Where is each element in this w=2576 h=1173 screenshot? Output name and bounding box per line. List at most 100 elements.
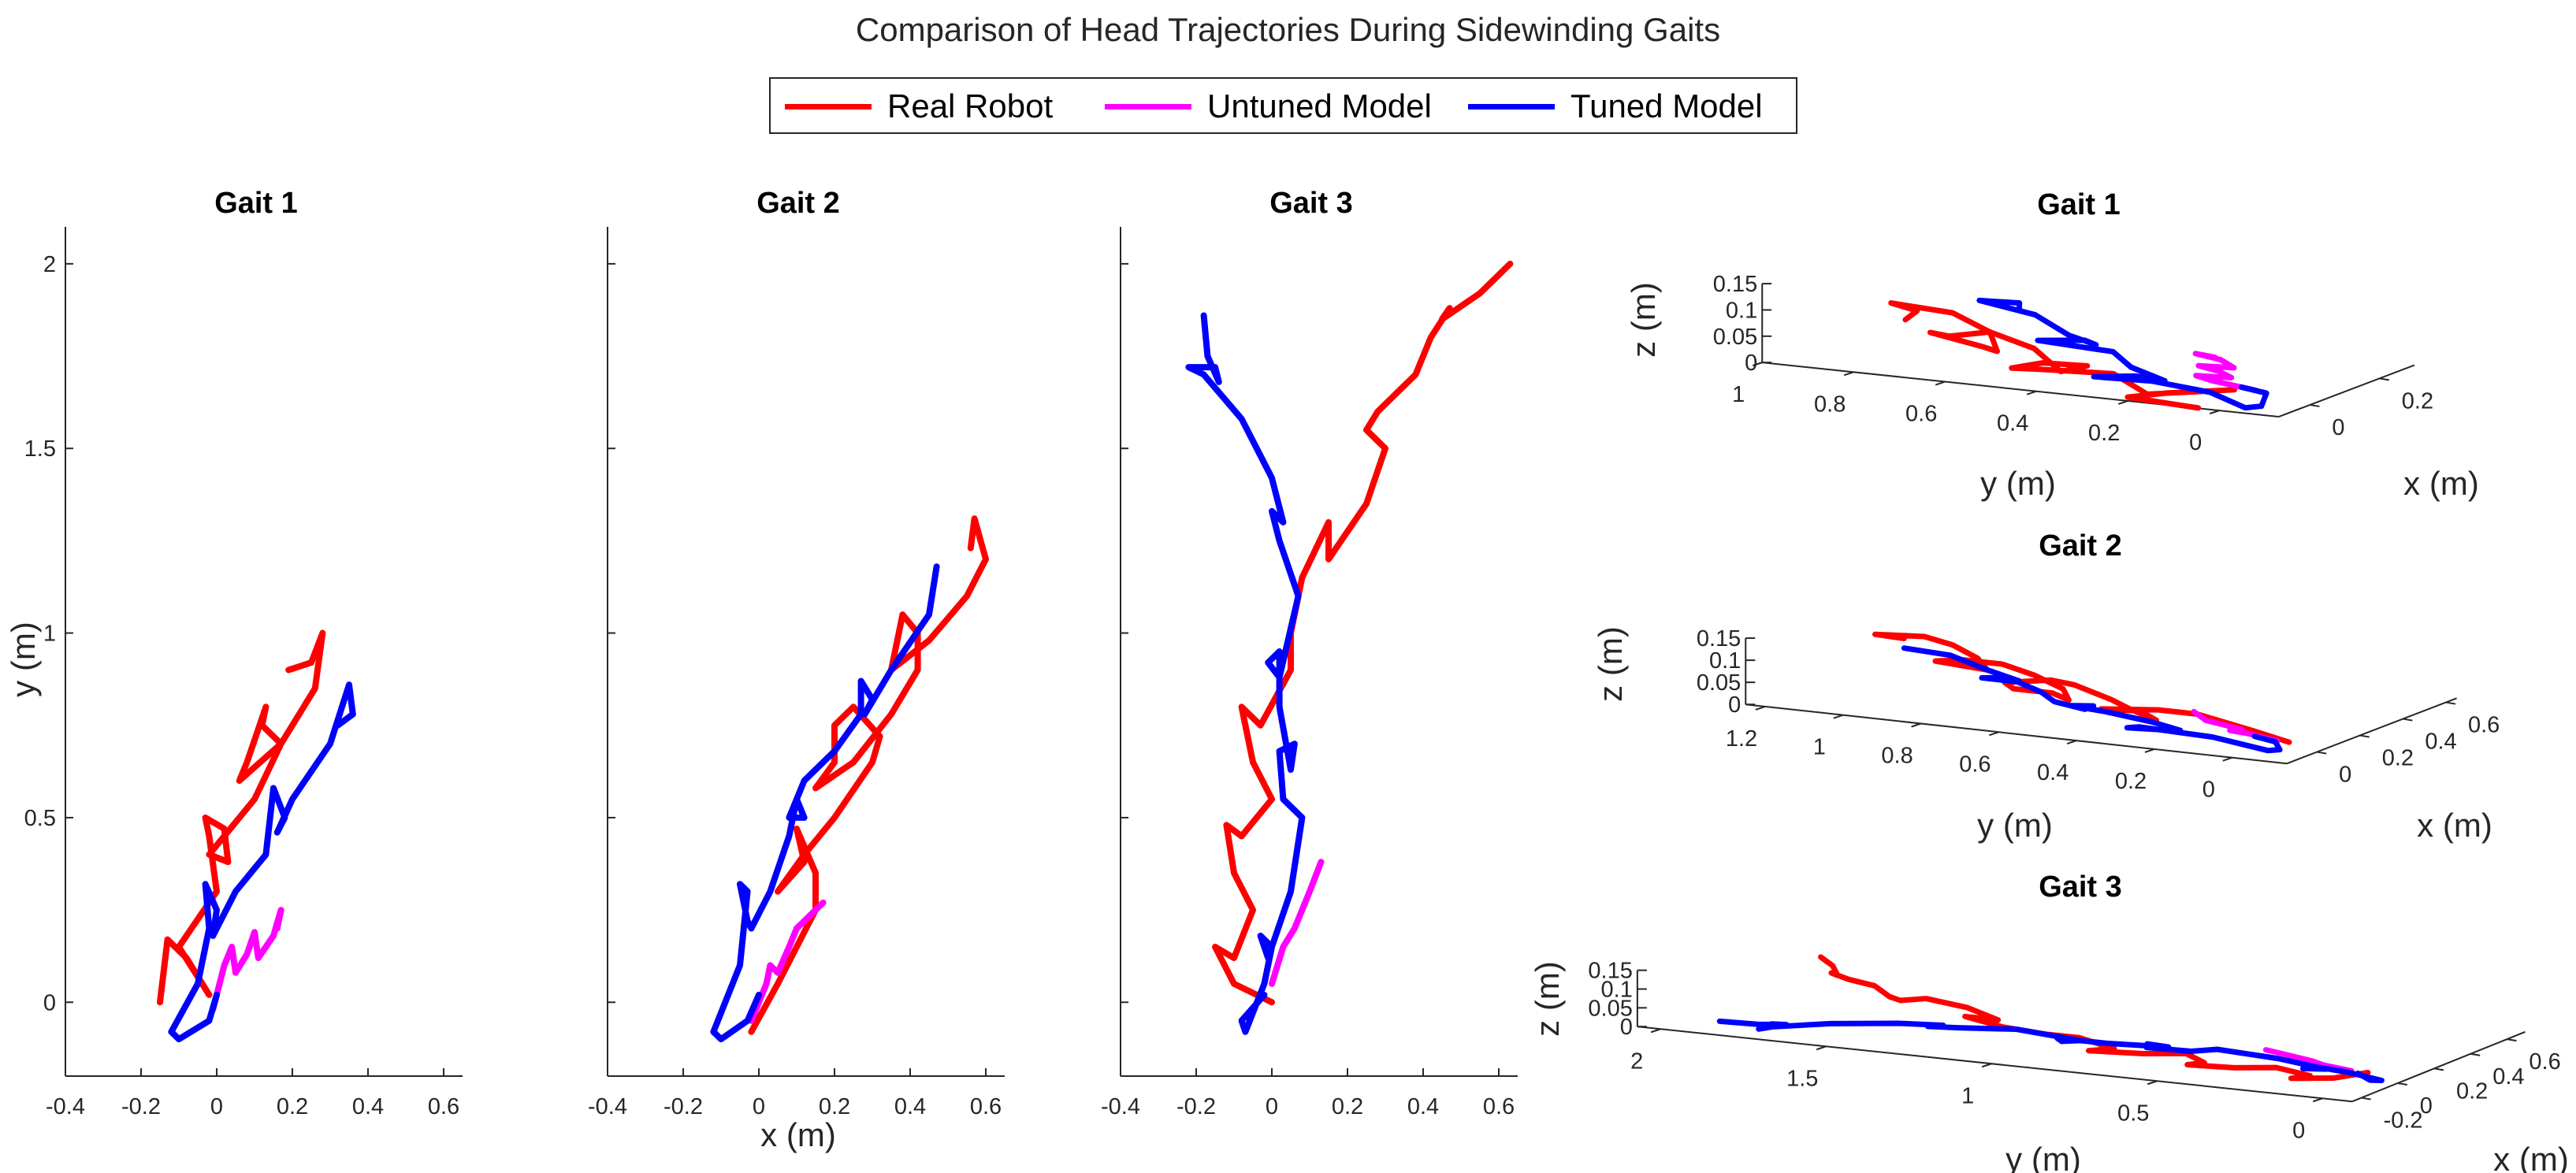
legend-item-tuned-model: Tuned Model (1468, 79, 1763, 134)
series-line-untuned-model (748, 899, 827, 1024)
x-tick (2403, 718, 2413, 722)
x-tick (2361, 1097, 2371, 1101)
series-line-real-robot (1212, 260, 1514, 1006)
x-tick (2397, 1082, 2407, 1086)
y-tick-label: 0.5 (24, 806, 56, 831)
x-tick-label: 0.2 (819, 1094, 850, 1119)
y-tick-label: 0.2 (2088, 421, 2120, 446)
y-tick-label: 0 (2202, 778, 2215, 803)
legend-swatch (1105, 103, 1191, 110)
z-tick-label: 0.15 (1713, 272, 1757, 297)
y-tick-label: 1 (1813, 735, 1826, 760)
z-tick-label: 0 (1728, 692, 1741, 718)
z-tick-label: 0.05 (1697, 670, 1741, 696)
x-tick (2470, 1052, 2481, 1056)
y-axis-label: y (m) (1977, 807, 2053, 844)
legend-item-untuned-model: Untuned Model (1105, 79, 1432, 134)
z-tick-label: 0.15 (1588, 959, 1632, 984)
y-tick-label: 0 (43, 990, 56, 1015)
series-line-tuned-model (1185, 312, 1306, 1035)
z-tick-label: 0.1 (1601, 977, 1633, 1002)
panel-title: Gait 2 (756, 187, 840, 220)
x-tick-label: 0.6 (2468, 713, 2500, 738)
z-axis-label: z (m) (1529, 961, 1566, 1037)
y-tick (2209, 410, 2220, 415)
x-tick-label: 0.2 (277, 1094, 308, 1119)
legend-label: Tuned Model (1571, 87, 1763, 124)
x-tick-label: 0.4 (1407, 1094, 1439, 1119)
panel-3d-gait-2 (1745, 631, 2457, 765)
panel-2d-gait-1 (65, 227, 463, 1077)
x-tick-label: 0 (1266, 1094, 1278, 1119)
x-tick-label: -0.4 (588, 1094, 627, 1119)
y-tick (1833, 714, 1844, 719)
z-tick-label: 0.05 (1713, 325, 1757, 350)
x-axis-line (2286, 697, 2457, 765)
x-tick (2359, 734, 2370, 738)
x-tick-label: 0.2 (2402, 388, 2433, 414)
figure-title: Comparison of Head Trajectories During S… (855, 11, 1721, 48)
series-line-untuned-model (210, 907, 284, 1013)
y-tick-label: 0.8 (1814, 392, 1846, 417)
x-tick-label: 0.6 (2529, 1049, 2560, 1075)
y-tick (1650, 1028, 1661, 1034)
y-tick-label: 0.5 (2117, 1101, 2149, 1126)
y-axis-line (1637, 1026, 2353, 1103)
x-tick-label: 0.6 (1483, 1094, 1515, 1119)
x-tick-label: -0.2 (121, 1094, 161, 1119)
y-tick (2026, 390, 2037, 395)
y-tick (2066, 740, 2077, 745)
y-tick-label: 0.4 (2037, 760, 2069, 785)
y-tick (1816, 1045, 1827, 1051)
y-tick-label: 0.6 (1905, 402, 1937, 427)
panel-title: Gait 1 (214, 187, 298, 220)
x-tick-label: 0.4 (352, 1094, 384, 1119)
x-tick-label: 0.6 (428, 1094, 459, 1119)
y-axis-label: y (m) (1980, 465, 2056, 502)
y-tick-label: 1.2 (1726, 726, 1757, 752)
panel-title: Gait 3 (2039, 870, 2122, 904)
series-line-untuned-model (2262, 1047, 2355, 1074)
y-tick-label: 1.5 (1786, 1066, 1818, 1091)
panel-title: Gait 2 (2039, 529, 2122, 562)
series-line-tuned-model (1901, 645, 2283, 754)
z-axis-label: z (m) (1592, 626, 1629, 702)
x-tick-label: 0 (2420, 1093, 2433, 1119)
y-tick-label: 1 (43, 622, 56, 647)
panel-title: Gait 1 (2037, 188, 2121, 221)
y-tick-label: 0 (2189, 430, 2202, 455)
x-axis-label: x (m) (2493, 1141, 2569, 1173)
y-tick-label: 0.8 (1881, 744, 1912, 769)
x-tick (2433, 1067, 2444, 1071)
x-tick-label: 0.6 (970, 1094, 1002, 1119)
series-line-untuned-model (1269, 859, 1325, 987)
panel-title: Gait 3 (1269, 187, 1353, 220)
z-tick-label: 0.15 (1697, 626, 1741, 651)
x-tick (2379, 377, 2389, 381)
x-axis-line (2351, 1030, 2526, 1103)
y-tick-label: 2 (43, 252, 56, 277)
x-tick (2507, 1038, 2517, 1042)
x-tick-label: -0.2 (2384, 1108, 2423, 1134)
x-tick-label: 0.4 (2492, 1064, 2524, 1089)
y-tick-label: 0.6 (1959, 752, 1991, 777)
z-tick-label: 0 (1620, 1015, 1633, 1040)
panel-2d-gait-3 (1120, 227, 1518, 1077)
legend: Real Robot Untuned Model Tuned Model (769, 77, 1797, 134)
y-tick (1935, 380, 1946, 386)
panel-2d-gait-2 (607, 227, 1005, 1077)
series-line-real-robot (157, 629, 326, 1006)
x-tick-label: 0 (753, 1094, 765, 1119)
z-tick-label: 0 (1745, 351, 1757, 376)
y-tick-label: 1.5 (24, 436, 56, 462)
x-tick-label: 0 (2339, 763, 2351, 788)
y-axis-label: y (m) (2005, 1141, 2081, 1173)
y-tick-label: 0 (2292, 1118, 2305, 1143)
x-tick-label: -0.2 (664, 1094, 703, 1119)
y-tick (2312, 1097, 2323, 1103)
y-tick (1752, 362, 1763, 367)
y-tick (2147, 1080, 2158, 1086)
series-line-real-robot (1888, 300, 2238, 411)
series-line-tuned-model (1716, 1018, 2385, 1083)
legend-swatch (785, 103, 872, 110)
